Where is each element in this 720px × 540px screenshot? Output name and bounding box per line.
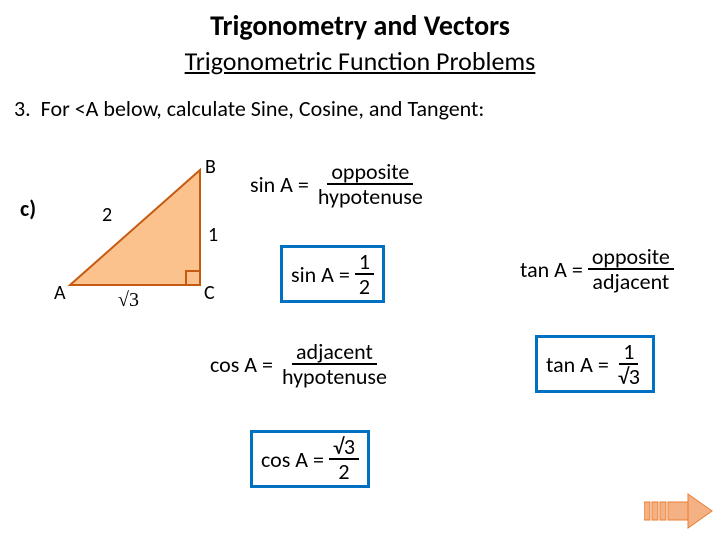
den-hypotenuse: hypotenuse xyxy=(314,185,427,208)
page-subtitle: Trigonometric Function Problems xyxy=(0,45,720,77)
side-bottom: √3 xyxy=(118,289,139,312)
cos-boxed: cos A = √3 2 xyxy=(250,430,370,488)
vertex-a: A xyxy=(54,281,66,305)
den-sqrt3: √3 xyxy=(614,365,644,388)
next-arrow-icon xyxy=(644,492,714,530)
problem-text: For <A below, calculate Sine, Cosine, an… xyxy=(41,95,485,122)
sin-boxed: sin A = 1 2 xyxy=(280,245,385,303)
side-hypotenuse: 2 xyxy=(102,203,112,227)
frac-opp-hyp: opposite hypotenuse xyxy=(314,160,427,208)
tan-boxed: tan A = 1 √3 xyxy=(535,335,655,393)
eq-tan-val: tan A = 1 √3 xyxy=(535,335,655,393)
eq-cos-val: cos A = √3 2 xyxy=(250,430,370,488)
den-adjacent: adjacent xyxy=(588,270,673,293)
sin-a-label2: sin A = xyxy=(291,261,350,288)
eq-sin-val: sin A = 1 2 xyxy=(280,245,385,303)
part-label: c) xyxy=(20,195,36,222)
num-1b: 1 xyxy=(619,340,638,365)
tan-a-label: tan A = xyxy=(520,256,583,283)
page-title: Trigonometry and Vectors xyxy=(0,0,720,43)
frac-sqrt3-2: √3 2 xyxy=(329,435,359,483)
side-right: 1 xyxy=(208,223,218,247)
tan-a-label2: tan A = xyxy=(546,351,609,378)
problem-number: 3. xyxy=(14,95,31,122)
cos-a-label2: cos A = xyxy=(261,446,324,473)
vertex-c: C xyxy=(204,281,215,305)
frac-1-2: 1 2 xyxy=(355,250,374,298)
frac-opp-adj: opposite adjacent xyxy=(588,245,674,293)
num-adjacent: adjacent xyxy=(292,340,377,365)
den-hypotenuse2: hypotenuse xyxy=(278,365,391,388)
num-opposite: opposite xyxy=(327,160,413,185)
sin-a-label: sin A = xyxy=(250,171,309,198)
cos-a-label: cos A = xyxy=(210,351,273,378)
num-opposite2: opposite xyxy=(588,245,674,270)
eq-tan-def: tan A = opposite adjacent xyxy=(520,245,674,293)
problem-statement: 3. For <A below, calculate Sine, Cosine,… xyxy=(14,95,720,122)
triangle-diagram: B A C 2 1 √3 xyxy=(60,155,220,315)
num-1: 1 xyxy=(355,250,374,275)
eq-cos-def: cos A = adjacent hypotenuse xyxy=(210,340,391,388)
vertex-b: B xyxy=(205,155,216,179)
num-sqrt3: √3 xyxy=(329,435,359,460)
frac-adj-hyp: adjacent hypotenuse xyxy=(278,340,391,388)
eq-sin-def: sin A = opposite hypotenuse xyxy=(250,160,427,208)
triangle-svg xyxy=(60,155,220,315)
den-2b: 2 xyxy=(334,460,353,483)
den-2: 2 xyxy=(355,275,374,298)
frac-1-sqrt3: 1 √3 xyxy=(614,340,644,388)
